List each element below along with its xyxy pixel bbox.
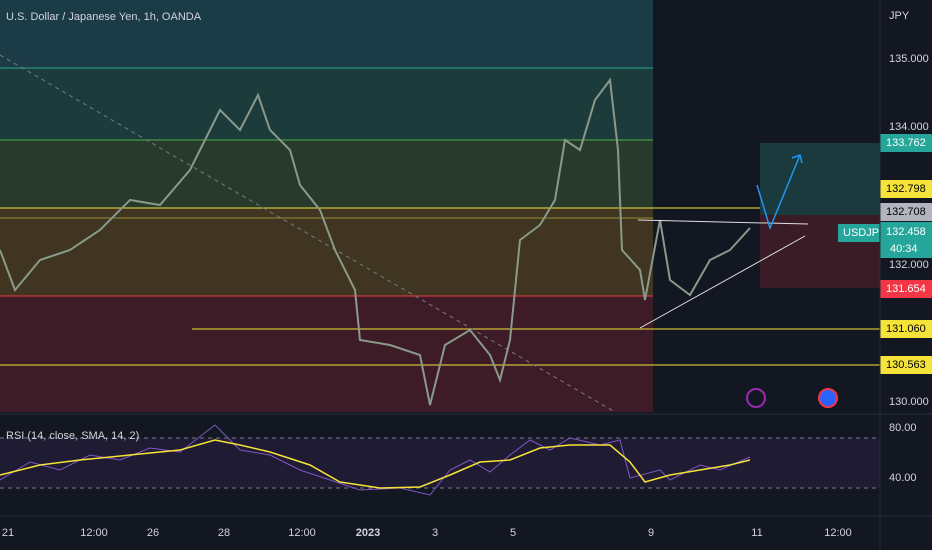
price-tag: 131.654 — [886, 283, 926, 295]
price-label: 135.000 — [889, 53, 929, 65]
tag-bg — [880, 356, 932, 374]
price-label: 134.000 — [889, 121, 929, 133]
zone — [0, 68, 653, 140]
arrow-head — [791, 154, 803, 164]
rsi-sma — [0, 439, 751, 489]
time-label: 11 — [751, 527, 762, 539]
zone — [0, 0, 653, 68]
flag-icon[interactable] — [818, 388, 838, 408]
rsi-axis-label: 80.00 — [889, 422, 917, 434]
tag-bg — [880, 203, 932, 221]
time-label: 12:00 — [80, 527, 108, 539]
zone — [0, 208, 653, 296]
zone — [0, 296, 653, 412]
symbol-tag: USDJPY — [843, 227, 887, 239]
trend-line — [0, 54, 616, 413]
tag-bg — [880, 134, 932, 152]
rsi-line — [0, 424, 751, 496]
rsi-label: RSI (14, close, SMA, 14, 2) — [6, 430, 139, 442]
time-label: 5 — [510, 527, 516, 539]
time-label: 9 — [648, 527, 654, 539]
time-label: 12:00 — [824, 527, 852, 539]
time-label: 21 — [2, 527, 14, 539]
triangle-line — [637, 219, 809, 225]
price-tag: 130.563 — [886, 359, 926, 371]
time-label: 12:00 — [288, 527, 316, 539]
price-tag: 132.708 — [886, 206, 926, 218]
price-path — [0, 77, 751, 406]
price-label: 130.000 — [889, 396, 929, 408]
time-label: 28 — [218, 527, 230, 539]
price-label: 132.000 — [889, 259, 929, 271]
tag-bg — [880, 280, 932, 298]
rsi-axis-label: 40.00 — [889, 472, 917, 484]
price-tag: 132.458 — [886, 226, 926, 238]
tag-bg — [880, 180, 932, 198]
time-label: 26 — [147, 527, 159, 539]
projection-arrow — [756, 154, 801, 231]
zone — [0, 140, 653, 208]
title: U.S. Dollar / Japanese Yen, 1h, OANDA — [6, 11, 202, 23]
rsi-band — [0, 438, 880, 488]
time-label: 2023 — [356, 527, 380, 539]
time-label: 3 — [432, 527, 438, 539]
countdown: 40:34 — [890, 243, 918, 255]
price-tag: 131.060 — [886, 323, 926, 335]
tag-bg — [880, 320, 932, 338]
event-icon[interactable] — [746, 388, 766, 408]
price-tag: 133.762 — [886, 137, 926, 149]
target-zone — [760, 143, 880, 215]
currency: JPY — [889, 10, 910, 22]
price-tag: 132.798 — [886, 183, 926, 195]
tag-bg — [880, 222, 932, 258]
tag-bg — [838, 224, 880, 242]
triangle-line — [639, 235, 806, 329]
